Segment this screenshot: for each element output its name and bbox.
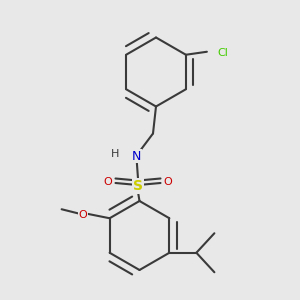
Text: H: H xyxy=(111,149,120,159)
Text: O: O xyxy=(164,177,172,187)
Text: O: O xyxy=(78,210,87,220)
Text: O: O xyxy=(103,177,112,187)
Text: N: N xyxy=(132,149,141,163)
Text: Cl: Cl xyxy=(218,48,228,58)
Text: S: S xyxy=(133,179,143,193)
